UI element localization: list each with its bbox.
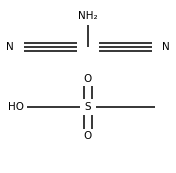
Text: HO: HO (8, 102, 24, 112)
Text: O: O (84, 131, 92, 141)
Text: N: N (6, 42, 14, 52)
Text: N: N (162, 42, 170, 52)
Text: NH₂: NH₂ (78, 11, 98, 21)
Text: S: S (85, 102, 91, 112)
Text: O: O (84, 74, 92, 84)
